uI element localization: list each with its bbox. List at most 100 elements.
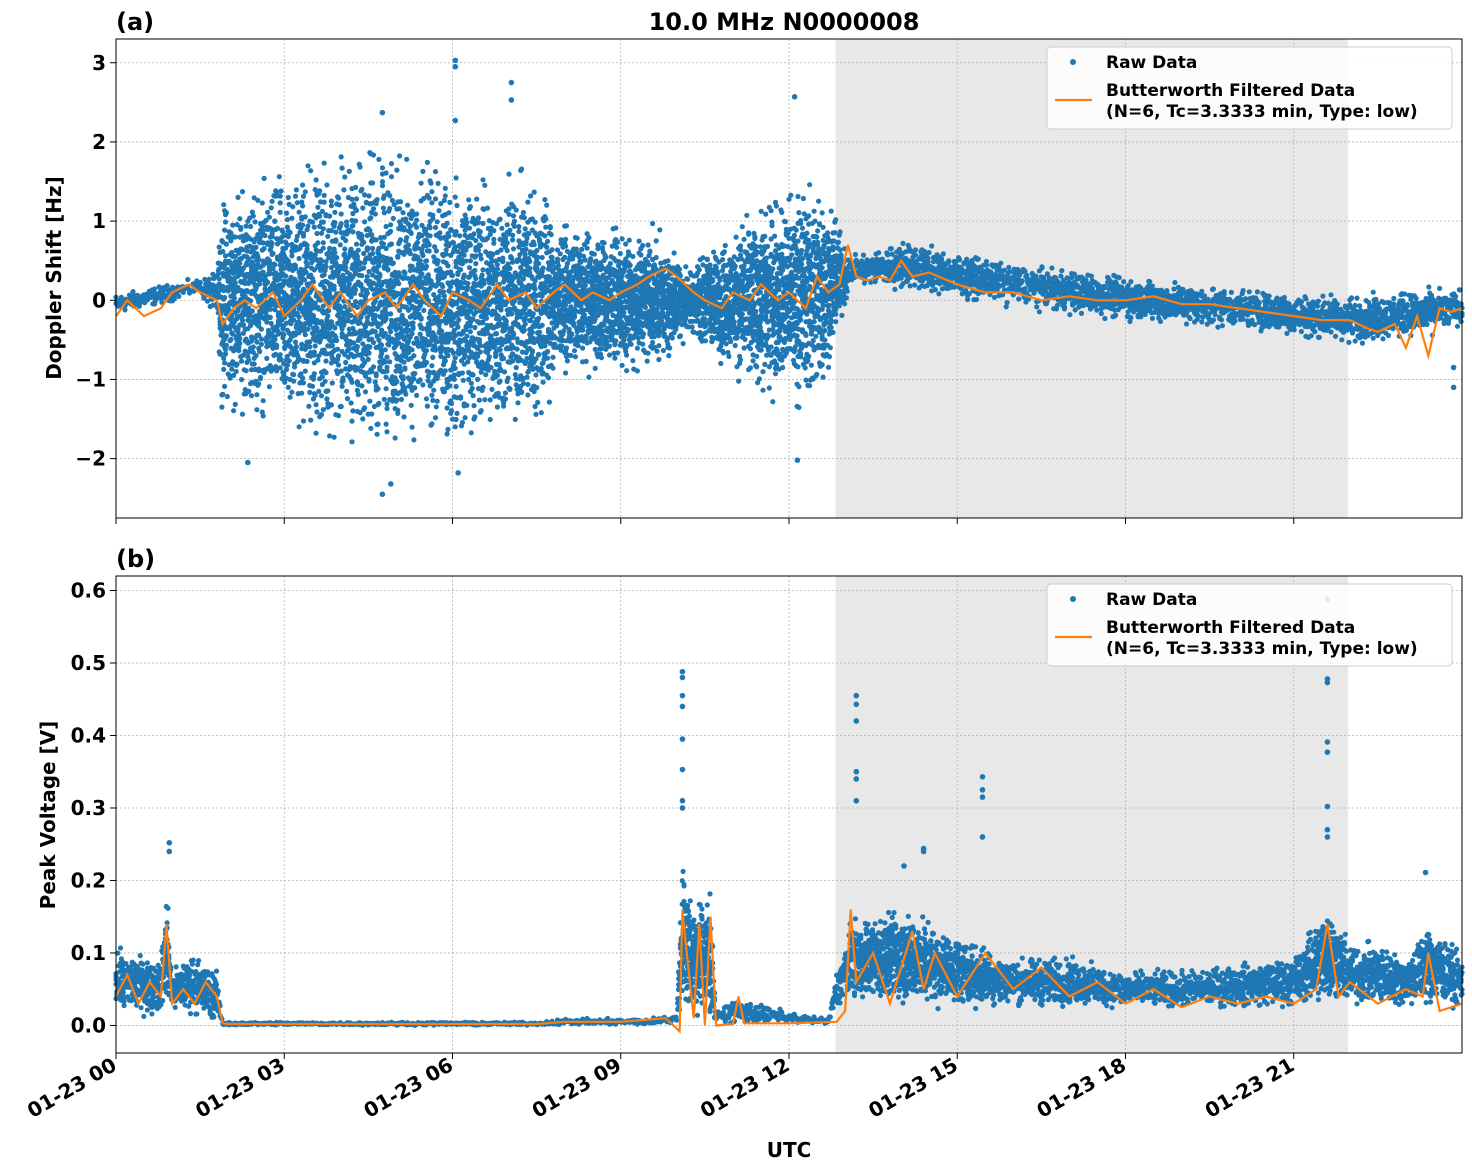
raw-data-point: [472, 267, 478, 274]
raw-data-point: [540, 379, 546, 385]
raw-data-point: [353, 196, 360, 202]
raw-data-point: [519, 166, 525, 172]
raw-data-point: [601, 240, 607, 246]
raw-data-point: [369, 369, 375, 375]
raw-data-point: [376, 400, 382, 406]
raw-data-point: [473, 237, 479, 244]
raw-data-point: [287, 229, 293, 236]
raw-data-point: [501, 355, 507, 361]
raw-data-point: [318, 258, 325, 264]
raw-data-point: [328, 203, 334, 209]
raw-data-point: [423, 348, 430, 354]
raw-data-point: [411, 437, 417, 443]
raw-data-point: [253, 244, 259, 250]
raw-data-point: [423, 227, 429, 233]
raw-data-point: [311, 349, 317, 355]
raw-data-point: [520, 380, 527, 387]
raw-data-point: [256, 381, 262, 387]
raw-data-point: [362, 405, 368, 411]
raw-data-point: [426, 326, 432, 332]
raw-data-point: [231, 408, 237, 414]
raw-data-point: [454, 410, 460, 416]
raw-data-point: [477, 349, 483, 355]
raw-data-point: [255, 197, 261, 203]
raw-data-point: [316, 388, 322, 394]
raw-data-point: [341, 187, 347, 193]
raw-data-point: [411, 353, 417, 359]
raw-data-point: [171, 296, 177, 302]
raw-data-point: [296, 209, 302, 215]
raw-data-point: [401, 414, 407, 420]
raw-data-point: [219, 404, 225, 410]
raw-data-point: [222, 253, 229, 259]
raw-data-point: [265, 209, 271, 215]
raw-data-point: [370, 245, 376, 252]
raw-data-point: [426, 242, 432, 248]
raw-data-point: [452, 424, 458, 430]
raw-data-point: [308, 417, 314, 423]
raw-data-point: [467, 329, 473, 335]
raw-data-point: [473, 276, 479, 282]
raw-data-point: [509, 311, 515, 317]
raw-data-point: [335, 353, 342, 359]
raw-data-point: [325, 233, 331, 239]
raw-data-point: [321, 160, 327, 166]
raw-data-point: [318, 393, 325, 399]
raw-data-point: [387, 205, 393, 212]
raw-data-point: [511, 218, 517, 224]
raw-data-point: [333, 229, 339, 235]
raw-data-point: [317, 188, 323, 194]
raw-data-point: [264, 319, 270, 325]
raw-data-point: [370, 206, 377, 212]
raw-data-point: [257, 348, 263, 354]
raw-data-point: [568, 352, 574, 359]
raw-data-point: [220, 391, 226, 397]
raw-data-point: [368, 425, 374, 431]
raw-data-point: [331, 434, 337, 440]
raw-data-point: [397, 206, 403, 212]
raw-data-point: [332, 325, 338, 331]
raw-data-point: [249, 308, 255, 314]
raw-data-point: [494, 404, 500, 410]
raw-data-point: [329, 342, 335, 348]
raw-data-point: [354, 344, 360, 350]
raw-data-point: [353, 184, 359, 190]
raw-data-point: [636, 238, 642, 244]
raw-data-point: [486, 354, 492, 360]
raw-data-point: [218, 351, 224, 357]
raw-data-point: [361, 265, 367, 271]
raw-data-point: [400, 376, 406, 382]
raw-data-point: [353, 299, 359, 305]
raw-data-point: [357, 164, 363, 170]
raw-data-point: [383, 386, 389, 392]
raw-data-point: [473, 261, 479, 267]
raw-data-point: [522, 226, 528, 232]
raw-data-point: [283, 366, 290, 373]
raw-data-point: [414, 217, 420, 223]
raw-data-point: [339, 165, 345, 171]
raw-data-point: [372, 211, 378, 217]
raw-data-point: [550, 354, 556, 360]
raw-data-point: [397, 153, 403, 159]
raw-data-point: [222, 347, 229, 353]
raw-data-point: [402, 366, 408, 372]
raw-data-point: [444, 431, 450, 437]
raw-data-point: [467, 204, 473, 210]
raw-data-point: [450, 350, 456, 356]
raw-data-point: [563, 345, 570, 351]
raw-data-point: [403, 391, 409, 397]
raw-data-point: [388, 228, 394, 234]
raw-data-point: [613, 338, 619, 344]
raw-data-point: [304, 262, 310, 268]
raw-data-point: [336, 202, 342, 208]
raw-data-point: [449, 272, 456, 279]
raw-data-point: [230, 222, 236, 228]
raw-data-point: [494, 372, 500, 378]
raw-data-point: [258, 341, 264, 347]
raw-data-point: [314, 409, 320, 415]
raw-data-point: [622, 265, 628, 271]
raw-data-point: [427, 225, 433, 231]
raw-data-point: [306, 403, 312, 409]
raw-data-point: [432, 169, 439, 175]
